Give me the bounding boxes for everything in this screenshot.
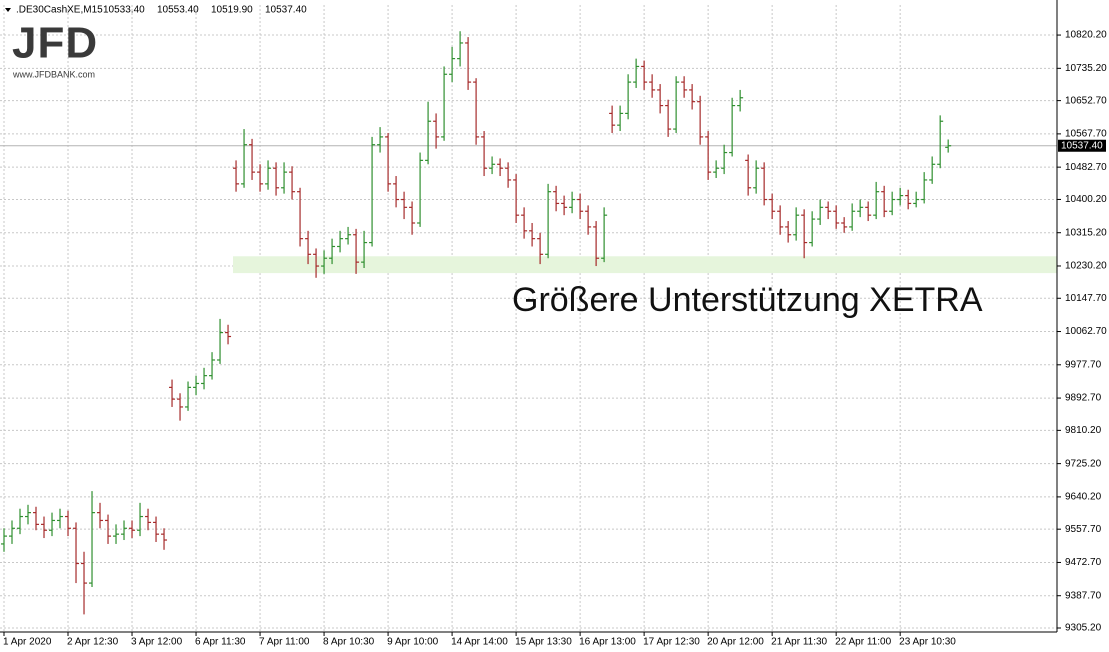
- x-tick-label: 23 Apr 10:30: [899, 637, 956, 648]
- y-tick-label: 10062.70: [1065, 326, 1107, 337]
- x-tick-label: 21 Apr 11:30: [771, 637, 827, 648]
- y-tick-label: 10147.70: [1065, 293, 1107, 304]
- y-tick-label: 9977.70: [1065, 359, 1102, 370]
- y-tick-label: 9725.20: [1065, 458, 1102, 469]
- y-tick-label: 10482.70: [1065, 162, 1107, 173]
- y-tick-label: 10735.20: [1065, 63, 1107, 74]
- y-tick-label: 10652.70: [1065, 95, 1107, 106]
- x-tick-label: 22 Apr 11:00: [835, 637, 891, 648]
- y-tick-label: 10230.20: [1065, 261, 1107, 272]
- y-tick-label: 9305.20: [1065, 623, 1102, 634]
- y-tick-label: 10567.70: [1065, 129, 1107, 140]
- y-tick-label: 10400.20: [1065, 194, 1107, 205]
- logo: JFD: [12, 19, 98, 68]
- header-value: 10533.40: [103, 5, 145, 16]
- annotation: Größere Unterstützung XETRA: [512, 281, 983, 319]
- x-tick-label: 14 Apr 14:00: [451, 637, 508, 648]
- x-tick-label: 1 Apr 2020: [3, 637, 52, 648]
- logo-url: www.JFDBANK.com: [12, 69, 95, 79]
- header-value: 10519.90: [211, 5, 253, 16]
- y-tick-label: 9387.70: [1065, 590, 1102, 601]
- y-tick-label: 9472.70: [1065, 557, 1102, 568]
- x-tick-label: 16 Apr 13:00: [579, 637, 636, 648]
- x-tick-label: 7 Apr 11:00: [259, 637, 310, 648]
- header-value: 10537.40: [265, 5, 307, 16]
- x-tick-label: 8 Apr 10:30: [323, 637, 375, 648]
- y-tick-label: 9640.20: [1065, 492, 1102, 503]
- x-tick-label: 20 Apr 12:00: [707, 637, 764, 648]
- x-tick-label: 17 Apr 12:30: [643, 637, 700, 648]
- bars: [1, 31, 952, 615]
- menu-arrow: [5, 8, 11, 12]
- price-label: 10537.40: [1061, 140, 1103, 151]
- x-tick-label: 15 Apr 13:30: [515, 637, 572, 648]
- x-tick-label: 3 Apr 12:00: [131, 637, 183, 648]
- y-tick-label: 9892.70: [1065, 393, 1102, 404]
- x-tick-label: 6 Apr 11:30: [195, 637, 246, 648]
- symbol: .DE30CashXE,M15: [16, 5, 103, 16]
- support-zone: [233, 256, 1057, 274]
- x-tick-label: 2 Apr 12:30: [67, 637, 119, 648]
- y-tick-label: 9557.70: [1065, 524, 1102, 535]
- grid: [0, 5, 1057, 632]
- y-tick-label: 10315.20: [1065, 227, 1107, 238]
- y-tick-label: 10820.20: [1065, 30, 1107, 41]
- header-value: 10553.40: [157, 5, 199, 16]
- header-values: 10533.40 10553.40 10519.90 10537.40: [103, 5, 307, 16]
- x-tick-label: 9 Apr 10:00: [387, 637, 439, 648]
- zone-layer: Größere Unterstützung XETRA: [0, 145, 1057, 319]
- y-tick-label: 9810.20: [1065, 425, 1102, 436]
- price-label-bg: [1058, 139, 1106, 152]
